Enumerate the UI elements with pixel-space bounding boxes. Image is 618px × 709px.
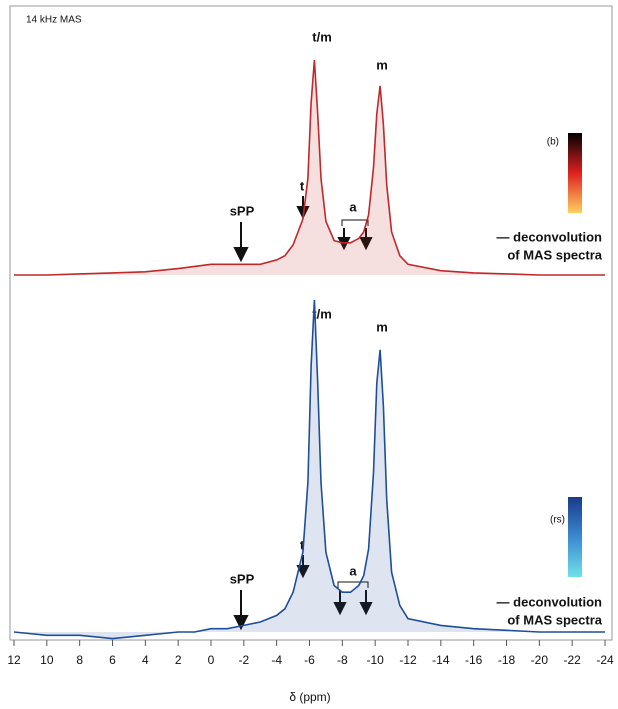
x-tick-label: 6 [109, 653, 116, 667]
annotation: — deconvolution [497, 594, 603, 609]
spectrum-fill [14, 60, 605, 275]
x-tick-label: 0 [208, 653, 215, 667]
plot-frame [9, 5, 613, 641]
arrows [233, 196, 373, 631]
annotation: of MAS spectra [507, 247, 602, 262]
colorbar [568, 133, 582, 213]
annotation: t [300, 537, 305, 552]
x-tick-label: 8 [76, 653, 83, 667]
annotation: (b) [547, 137, 559, 148]
x-tick-label: -12 [399, 653, 417, 667]
x-tick-label: -10 [366, 653, 384, 667]
annotation: t/m [312, 29, 332, 44]
x-tick-label: -24 [596, 653, 614, 667]
x-tick-label: 12 [7, 653, 21, 667]
spectrum-fill [14, 300, 605, 639]
x-tick-label: -22 [563, 653, 581, 667]
x-tick-label: -4 [271, 653, 282, 667]
annotation: m [376, 319, 388, 334]
x-tick-label: -14 [432, 653, 450, 667]
annotation: — deconvolution [497, 229, 603, 244]
x-tick-label: -8 [337, 653, 348, 667]
x-tick-label: 10 [40, 653, 54, 667]
x-tick-label: -6 [304, 653, 315, 667]
x-tick-label: -18 [498, 653, 516, 667]
x-tick-label: 2 [175, 653, 182, 667]
annotation: a [349, 199, 357, 214]
annotation: m [376, 57, 388, 72]
x-axis-label: δ (ppm) [289, 690, 330, 704]
annotation: a [349, 563, 357, 578]
x-tick-label: -2 [238, 653, 249, 667]
x-tick-label: -16 [465, 653, 483, 667]
bracket [337, 581, 369, 588]
annotation: sPP [230, 571, 255, 586]
annotation: sPP [230, 203, 255, 218]
annotation: 14 kHz MAS [26, 15, 82, 26]
colorbar [568, 497, 582, 577]
annotation: (rs) [550, 515, 565, 526]
x-tick-label: 4 [142, 653, 149, 667]
annotation: t/m [312, 306, 332, 321]
spectrum [14, 59, 605, 276]
annotation: t [300, 178, 305, 193]
x-tick-label: -20 [531, 653, 549, 667]
bracket [341, 219, 369, 226]
annotation: of MAS spectra [507, 612, 602, 627]
spectrum [13, 299, 605, 640]
